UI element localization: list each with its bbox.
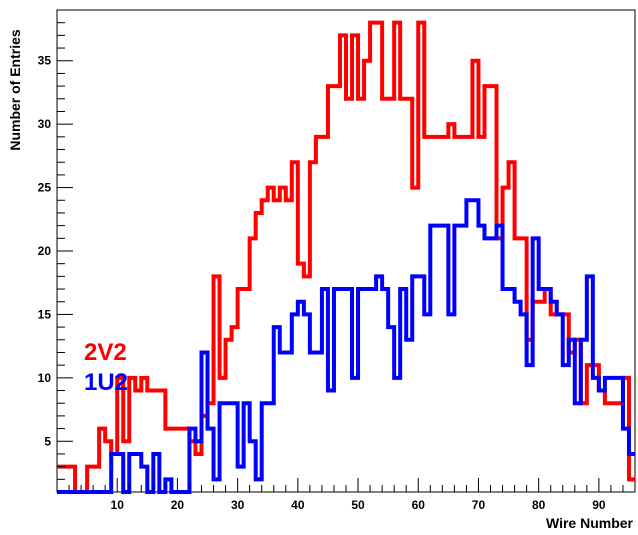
x-tick-label: 80	[532, 498, 546, 512]
y-tick-label: 35	[38, 54, 52, 68]
series-line-1U2	[57, 198, 635, 494]
x-tick-label: 40	[291, 498, 305, 512]
x-tick-label: 20	[171, 498, 185, 512]
x-tick-label: 50	[351, 498, 365, 512]
x-tick-label: 60	[412, 498, 426, 512]
y-tick-label: 25	[38, 181, 52, 195]
series-line-2V2	[57, 20, 635, 494]
y-tick-label: 5	[44, 434, 51, 448]
x-tick-label: 10	[111, 498, 125, 512]
series-layer	[57, 20, 635, 494]
y-tick-label: 10	[38, 371, 52, 385]
y-axis-title: Number of Entries	[7, 29, 23, 151]
x-tick-label: 70	[472, 498, 486, 512]
legend-label-1U2: 1U2	[84, 369, 128, 396]
x-tick-label: 30	[231, 498, 245, 512]
y-axis-ticks: 5 10 15 20 25 30 35	[38, 9, 73, 480]
y-tick-label: 30	[38, 117, 52, 131]
legend-label-2V2: 2V2	[84, 339, 127, 366]
y-tick-label: 20	[38, 244, 52, 258]
x-axis-ticks: 10 20 30 40 50 60 70 80 90	[56, 478, 636, 512]
x-axis-title: Wire Number	[546, 515, 634, 531]
y-tick-label: 15	[38, 307, 52, 321]
x-tick-label: 90	[592, 498, 606, 512]
